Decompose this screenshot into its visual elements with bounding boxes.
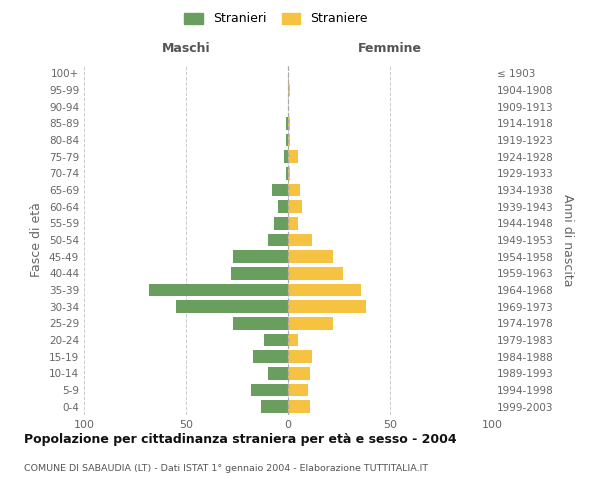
Bar <box>288 350 313 363</box>
Bar <box>288 167 290 179</box>
Bar <box>149 284 288 296</box>
Bar <box>288 184 300 196</box>
Bar <box>288 400 310 413</box>
Bar <box>233 317 288 330</box>
Bar <box>231 267 288 280</box>
Y-axis label: Anni di nascita: Anni di nascita <box>560 194 574 286</box>
Bar <box>288 84 290 96</box>
Bar <box>288 284 361 296</box>
Text: Maschi: Maschi <box>161 42 211 55</box>
Bar <box>288 300 365 313</box>
Bar <box>176 300 288 313</box>
Bar <box>288 217 298 230</box>
Bar <box>288 234 313 246</box>
Bar <box>288 117 290 130</box>
Legend: Stranieri, Straniere: Stranieri, Straniere <box>181 8 371 29</box>
Text: Femmine: Femmine <box>358 42 422 55</box>
Bar <box>284 150 288 163</box>
Bar <box>286 167 288 179</box>
Bar <box>262 400 288 413</box>
Bar <box>288 367 310 380</box>
Text: Popolazione per cittadinanza straniera per età e sesso - 2004: Popolazione per cittadinanza straniera p… <box>24 432 457 446</box>
Bar <box>251 384 288 396</box>
Bar <box>253 350 288 363</box>
Bar <box>272 184 288 196</box>
Bar <box>268 367 288 380</box>
Bar <box>278 200 288 213</box>
Bar <box>288 200 302 213</box>
Bar <box>268 234 288 246</box>
Bar <box>288 267 343 280</box>
Bar <box>288 384 308 396</box>
Bar <box>288 250 333 263</box>
Bar <box>288 134 290 146</box>
Text: COMUNE DI SABAUDIA (LT) - Dati ISTAT 1° gennaio 2004 - Elaborazione TUTTITALIA.I: COMUNE DI SABAUDIA (LT) - Dati ISTAT 1° … <box>24 464 428 473</box>
Bar <box>233 250 288 263</box>
Bar <box>274 217 288 230</box>
Bar <box>288 334 298 346</box>
Bar <box>288 317 333 330</box>
Bar <box>263 334 288 346</box>
Y-axis label: Fasce di età: Fasce di età <box>31 202 43 278</box>
Bar <box>286 117 288 130</box>
Bar <box>288 150 298 163</box>
Bar <box>286 134 288 146</box>
